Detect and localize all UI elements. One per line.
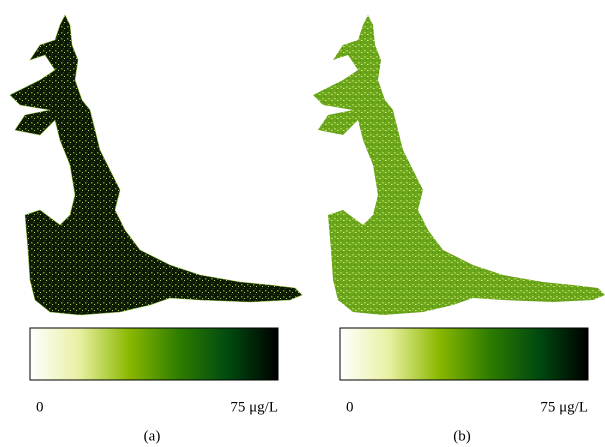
panel-label: (a) (144, 428, 161, 444)
colorbar-tick-label: 0 (36, 399, 44, 415)
lake-map-b (313, 15, 605, 315)
panels: 0 75 μg/L (a) 0 75 μg/L (b) (30, 328, 588, 444)
colorbar-tick-label: 75 μg/L (540, 399, 588, 415)
figure: 0 75 μg/L (a) 0 75 μg/L (b) (0, 0, 605, 447)
colorbar (30, 328, 278, 380)
colorbar (340, 328, 588, 380)
panel-label: (b) (453, 428, 471, 444)
lake-map-a (10, 15, 302, 315)
colorbar-tick-label: 75 μg/L (230, 399, 278, 415)
colorbar-tick-label: 0 (346, 399, 354, 415)
